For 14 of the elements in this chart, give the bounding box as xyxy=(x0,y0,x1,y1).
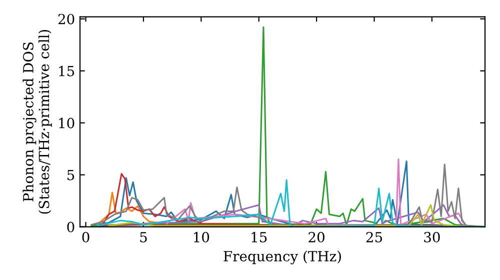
y-tick-label: 5 xyxy=(67,170,74,180)
y-tick-label: 10 xyxy=(59,118,74,128)
x-axis-title: Frequency (THz) xyxy=(224,250,341,264)
x-tick-label: 0 xyxy=(82,232,90,242)
x-tick-label: 15 xyxy=(252,232,267,242)
y-axis-title: Phonon projected DOS (States/THz·primitive cell) xyxy=(22,30,52,214)
x-tick-label: 25 xyxy=(366,232,382,242)
x-tick-label: 5 xyxy=(140,232,147,242)
x-tick-label: 20 xyxy=(308,232,324,242)
y-tick-label: 20 xyxy=(58,14,74,24)
x-tick-label: 30 xyxy=(424,232,440,242)
y-tick-label: 15 xyxy=(59,66,74,76)
y-tick-label: 0 xyxy=(67,222,74,232)
x-tick-label: 10 xyxy=(194,232,210,242)
